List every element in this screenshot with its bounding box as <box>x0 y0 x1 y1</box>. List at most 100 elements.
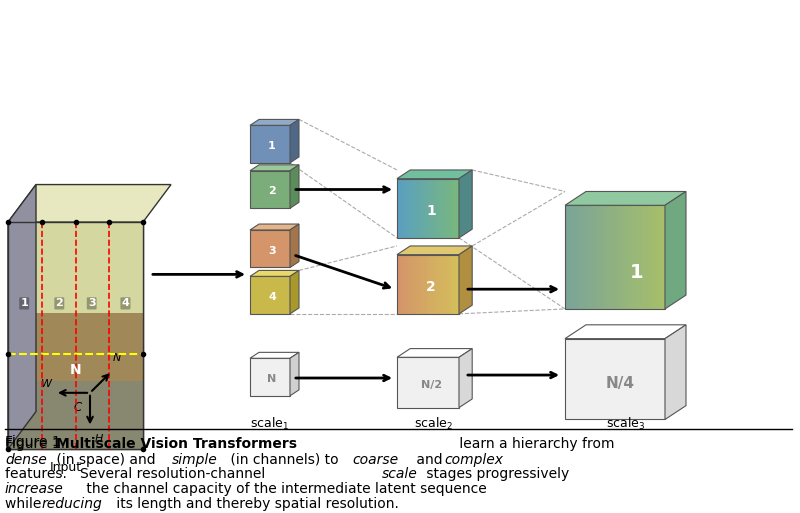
Polygon shape <box>413 179 417 238</box>
Text: C: C <box>74 401 82 414</box>
Polygon shape <box>434 254 438 314</box>
Polygon shape <box>434 179 438 238</box>
Polygon shape <box>250 277 290 314</box>
Text: increase: increase <box>5 482 64 496</box>
Polygon shape <box>618 205 622 309</box>
Polygon shape <box>459 349 472 408</box>
Polygon shape <box>565 205 568 309</box>
Polygon shape <box>595 205 598 309</box>
Polygon shape <box>450 254 454 314</box>
Polygon shape <box>250 171 290 208</box>
Polygon shape <box>431 179 435 238</box>
Text: N/4: N/4 <box>606 376 634 390</box>
Polygon shape <box>592 205 595 309</box>
Text: stages progressively: stages progressively <box>422 467 570 481</box>
Polygon shape <box>397 170 472 179</box>
Text: features.   Several resolution-channel: features. Several resolution-channel <box>5 467 270 481</box>
Polygon shape <box>250 270 299 277</box>
Polygon shape <box>459 170 472 238</box>
Polygon shape <box>440 254 445 314</box>
Polygon shape <box>638 205 642 309</box>
Polygon shape <box>8 381 143 449</box>
Polygon shape <box>8 313 143 381</box>
Polygon shape <box>403 254 407 314</box>
Text: N: N <box>70 363 82 377</box>
Text: and: and <box>412 452 447 466</box>
Polygon shape <box>8 185 171 222</box>
Text: 4: 4 <box>122 299 130 308</box>
Polygon shape <box>655 205 658 309</box>
Polygon shape <box>397 349 472 357</box>
Polygon shape <box>397 179 401 238</box>
Polygon shape <box>565 191 686 205</box>
Polygon shape <box>290 270 299 314</box>
Polygon shape <box>642 205 645 309</box>
Polygon shape <box>250 352 299 358</box>
Polygon shape <box>665 325 686 420</box>
Text: Figure 1.: Figure 1. <box>5 435 70 449</box>
Polygon shape <box>250 125 290 163</box>
Text: 3: 3 <box>88 299 95 308</box>
Text: scale$_2$: scale$_2$ <box>414 416 453 431</box>
Polygon shape <box>615 205 618 309</box>
Polygon shape <box>456 254 460 314</box>
Text: 1: 1 <box>268 141 276 151</box>
Polygon shape <box>290 165 299 208</box>
Polygon shape <box>565 339 665 420</box>
Polygon shape <box>635 205 638 309</box>
Polygon shape <box>602 205 605 309</box>
Polygon shape <box>453 254 457 314</box>
Polygon shape <box>582 205 585 309</box>
Polygon shape <box>446 254 450 314</box>
Polygon shape <box>456 179 460 238</box>
Text: 4: 4 <box>268 292 276 302</box>
Polygon shape <box>422 254 426 314</box>
Text: learn a hierarchy from: learn a hierarchy from <box>455 437 614 451</box>
Polygon shape <box>418 254 422 314</box>
Text: 2: 2 <box>55 299 63 308</box>
Polygon shape <box>250 224 299 230</box>
Polygon shape <box>662 205 665 309</box>
Polygon shape <box>453 179 457 238</box>
Text: 1: 1 <box>20 299 28 308</box>
Polygon shape <box>459 246 472 314</box>
Text: Figure 1.: Figure 1. <box>5 437 70 451</box>
Polygon shape <box>625 205 628 309</box>
Polygon shape <box>418 179 422 238</box>
Polygon shape <box>450 179 454 238</box>
Text: dense: dense <box>5 452 46 466</box>
Polygon shape <box>443 179 448 238</box>
Polygon shape <box>410 179 414 238</box>
Polygon shape <box>628 205 632 309</box>
Polygon shape <box>416 254 420 314</box>
Polygon shape <box>431 254 435 314</box>
Polygon shape <box>425 179 429 238</box>
Polygon shape <box>8 222 143 449</box>
Polygon shape <box>438 179 442 238</box>
Polygon shape <box>406 179 410 238</box>
Polygon shape <box>290 352 299 396</box>
Polygon shape <box>410 254 414 314</box>
Text: Input: Input <box>50 461 82 474</box>
Polygon shape <box>568 205 572 309</box>
Polygon shape <box>648 205 652 309</box>
Polygon shape <box>578 205 582 309</box>
Polygon shape <box>290 120 299 163</box>
Polygon shape <box>416 179 420 238</box>
Polygon shape <box>440 179 445 238</box>
Polygon shape <box>446 179 450 238</box>
Polygon shape <box>397 357 459 408</box>
Polygon shape <box>425 254 429 314</box>
Text: reducing: reducing <box>42 497 102 511</box>
Text: 1: 1 <box>630 263 644 282</box>
Polygon shape <box>250 120 299 125</box>
Text: W: W <box>41 379 52 389</box>
Text: H: H <box>95 435 103 444</box>
Text: 1: 1 <box>426 204 436 218</box>
Text: its length and thereby spatial resolution.: its length and thereby spatial resolutio… <box>112 497 399 511</box>
Polygon shape <box>8 185 36 449</box>
Text: scale$_1$: scale$_1$ <box>250 416 290 431</box>
Polygon shape <box>652 205 655 309</box>
Polygon shape <box>575 205 578 309</box>
Text: 2: 2 <box>268 186 276 196</box>
